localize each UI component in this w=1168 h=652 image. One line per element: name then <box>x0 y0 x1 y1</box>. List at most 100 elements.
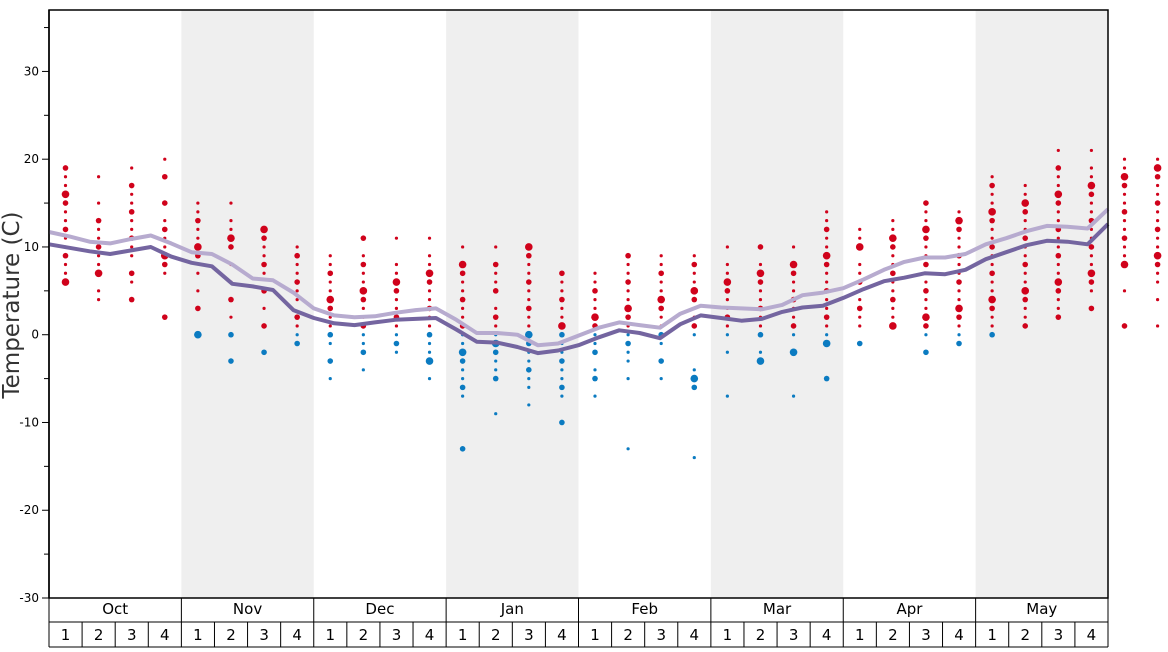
observation-point <box>658 358 664 364</box>
observation-point <box>1056 148 1060 153</box>
trend-line <box>48 207 1110 348</box>
observation-point <box>492 375 499 382</box>
observation-point <box>858 227 862 232</box>
observation-point <box>659 376 663 381</box>
week-label: 1 <box>193 626 203 644</box>
month-label: Oct <box>102 600 128 618</box>
observation-point <box>392 278 401 286</box>
observation-point <box>923 288 929 294</box>
observation-point <box>128 209 135 215</box>
observation-point <box>757 331 764 338</box>
month-band <box>181 10 314 598</box>
observation-point <box>593 306 597 310</box>
observation-point <box>459 358 466 364</box>
observation-point <box>957 298 961 302</box>
observation-point <box>228 331 234 338</box>
observation-point <box>657 295 665 304</box>
observation-point <box>593 298 597 302</box>
observation-point <box>1022 209 1029 215</box>
observation-point <box>626 271 630 275</box>
observation-point <box>724 288 731 294</box>
y-tick-label: -20 <box>19 503 39 517</box>
observation-point <box>327 305 334 312</box>
observation-point <box>626 350 630 354</box>
observation-point <box>130 245 134 249</box>
observation-point <box>461 376 465 381</box>
observation-point <box>957 262 961 267</box>
observation-point <box>295 298 299 302</box>
observation-point <box>1154 173 1161 180</box>
observation-point <box>858 298 862 302</box>
observation-point <box>328 280 332 284</box>
observation-point <box>890 270 896 277</box>
observation-point <box>96 201 101 205</box>
observation-point <box>989 270 995 277</box>
observation-point <box>990 280 994 284</box>
observation-point <box>1153 251 1162 260</box>
observation-point <box>1021 287 1030 295</box>
observation-point <box>426 331 433 338</box>
observation-point <box>758 350 763 354</box>
observation-point <box>922 313 930 321</box>
month-label: Jan <box>500 600 524 618</box>
observation-point <box>625 340 631 347</box>
observation-point <box>1055 200 1062 206</box>
observation-point <box>957 245 961 249</box>
observation-point <box>130 254 134 258</box>
observation-point <box>625 314 631 320</box>
month-band <box>446 10 579 598</box>
observation-point <box>326 295 335 304</box>
observation-point <box>924 333 928 337</box>
week-label: 4 <box>425 626 435 644</box>
observation-point <box>63 175 68 179</box>
observation-point <box>328 254 332 258</box>
observation-points <box>61 148 1162 460</box>
observation-point <box>229 315 233 319</box>
observation-point <box>692 271 696 275</box>
observation-point <box>659 315 663 319</box>
observation-point <box>758 324 763 328</box>
week-label: 2 <box>491 626 501 644</box>
observation-point <box>725 350 729 354</box>
observation-point <box>1121 182 1128 189</box>
week-label: 4 <box>1087 626 1097 644</box>
observation-point <box>525 330 533 339</box>
week-label: 3 <box>524 626 534 644</box>
observation-point <box>891 289 895 293</box>
observation-point <box>394 298 399 302</box>
observation-point <box>757 279 764 285</box>
observation-point <box>1154 261 1161 268</box>
observation-point <box>163 219 167 223</box>
week-label: 1 <box>855 626 865 644</box>
observation-point <box>659 254 663 258</box>
y-tick-label: 20 <box>24 152 39 166</box>
observation-point <box>823 261 830 268</box>
observation-point <box>990 289 994 293</box>
observation-point <box>1089 254 1094 258</box>
week-label: 4 <box>557 626 567 644</box>
observation-point <box>361 254 365 258</box>
observation-point <box>1121 323 1128 329</box>
observation-point <box>295 271 299 275</box>
observation-point <box>1022 235 1029 241</box>
observation-point <box>1022 296 1029 303</box>
observation-point <box>758 289 763 293</box>
observation-point <box>459 384 466 391</box>
observation-point <box>591 313 599 321</box>
observation-point <box>823 314 830 320</box>
week-label: 1 <box>987 626 997 644</box>
observation-point <box>527 376 531 381</box>
observation-point <box>394 333 399 337</box>
observation-point <box>723 278 732 286</box>
observation-point <box>924 245 928 249</box>
observation-point <box>394 306 399 310</box>
observation-point <box>361 271 365 275</box>
observation-point <box>62 200 69 206</box>
observation-point <box>360 261 367 268</box>
observation-point <box>394 262 399 267</box>
observation-point <box>924 219 928 223</box>
observation-point <box>989 244 995 250</box>
month-label: Nov <box>233 600 262 618</box>
